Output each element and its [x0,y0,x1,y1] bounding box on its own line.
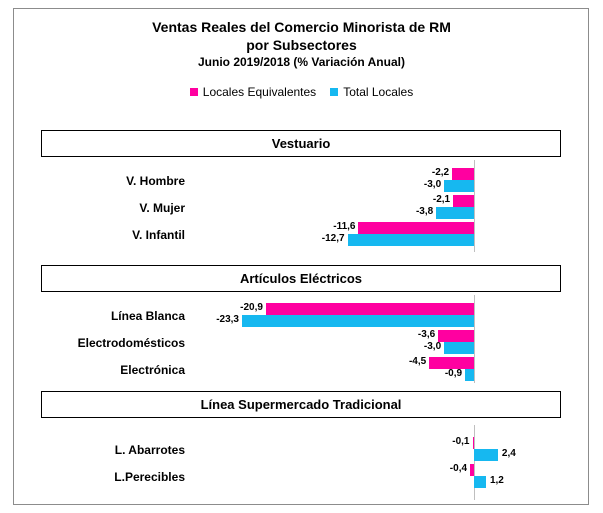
data-label: 2,4 [501,448,516,459]
data-label: 1,2 [489,475,504,486]
chart-title: Ventas Reales del Comercio Minorista de … [152,19,451,35]
legend-swatch-locales-equivalentes [189,88,198,96]
category-label: Electrónica [120,363,185,377]
data-label: -3,6 [417,329,436,340]
bar-total-locales [444,342,474,354]
data-label: -12,7 [321,233,345,244]
data-label: -11,6 [333,221,356,232]
bar-total-locales [436,207,474,219]
category-label: Electrodomésticos [77,336,185,350]
bar-locales-equivalentes [265,303,474,315]
data-label: -20,9 [240,302,263,313]
data-label: -3,0 [423,179,442,190]
bar-total-locales [474,476,486,488]
zero-axis-line [474,160,475,252]
legend-item-total-locales: Total Locales [330,85,413,99]
bar-total-locales [242,315,474,327]
bar-locales-equivalentes [452,168,474,180]
data-label: -3,0 [423,341,442,352]
category-label: L.Perecibles [114,470,185,484]
data-label: -0,1 [452,436,470,447]
legend-label-total-locales: Total Locales [343,85,414,99]
chart-frame [13,8,589,505]
bar-locales-equivalentes [358,222,474,234]
category-label: Línea Blanca [110,309,185,323]
bar-locales-equivalentes [429,357,474,369]
chart-subtitle: por Subsectores [246,37,357,53]
category-label: L. Abarrotes [114,443,185,457]
legend-swatch-total-locales [330,88,339,96]
category-label: V. Hombre [126,174,185,188]
data-label: -2,1 [432,194,451,205]
bar-total-locales [465,369,474,381]
bar-total-locales [444,180,474,192]
data-label: -23,3 [216,314,239,325]
section-header-vestuario: Vestuario [41,130,561,157]
section-header-articulos-electricos: Artículos Eléctricos [41,265,561,292]
bar-total-locales [347,234,474,246]
zero-axis-line [474,295,475,383]
bar-locales-equivalentes [453,195,474,207]
chart-legend: Locales Equivalentes Total Locales [0,85,603,99]
bar-locales-equivalentes [438,330,474,342]
chart-subtitle-period: Junio 2019/2018 (% Variación Anual) [198,55,405,69]
bar-total-locales [474,449,498,461]
legend-label-locales-equivalentes: Locales Equivalentes [202,85,317,99]
data-label: -0,9 [444,368,463,379]
data-label: -2,2 [431,167,450,178]
data-label: -4,5 [408,356,427,367]
section-header-linea-supermercado: Línea Supermercado Tradicional [41,391,561,418]
bar-locales-equivalentes [470,464,474,476]
category-label: V. Infantil [132,228,185,242]
zero-axis-line [474,425,475,500]
category-label: V. Mujer [139,201,185,215]
data-label: -3,8 [415,206,434,217]
data-label: -0,4 [449,463,468,474]
legend-item-locales-equivalentes: Locales Equivalentes [189,85,317,99]
bar-locales-equivalentes [472,437,474,449]
